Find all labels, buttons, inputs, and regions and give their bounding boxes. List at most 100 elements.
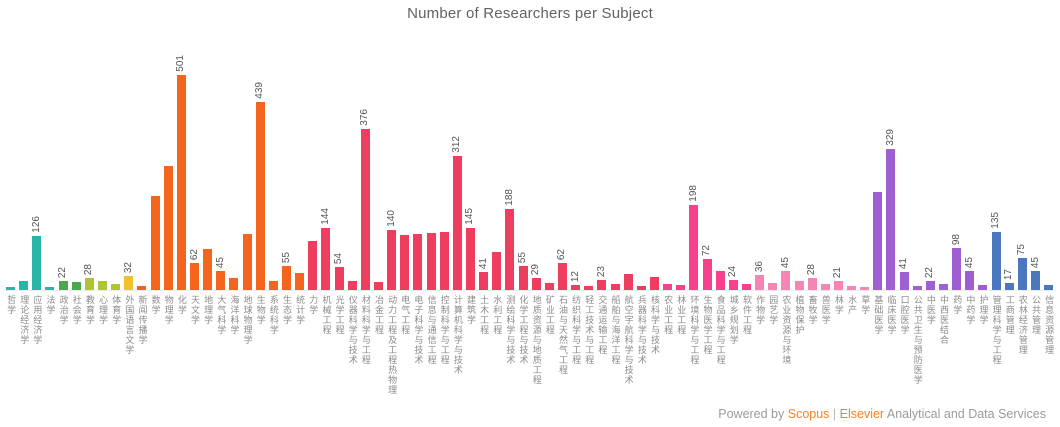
x-tick: 信息资源管理 <box>1042 291 1055 395</box>
bar[interactable] <box>216 271 226 290</box>
bar[interactable] <box>374 282 383 290</box>
bar[interactable] <box>649 277 659 290</box>
scopus-link[interactable]: Scopus <box>787 407 830 421</box>
bar[interactable] <box>387 230 397 290</box>
bar-column: 24 <box>727 32 740 290</box>
bar[interactable] <box>1031 271 1041 290</box>
bar[interactable] <box>282 266 292 290</box>
bar[interactable] <box>571 285 581 290</box>
bar[interactable] <box>295 273 305 290</box>
bar[interactable] <box>334 267 344 290</box>
bar[interactable] <box>71 282 81 290</box>
x-tick: 纺织科学与工程 <box>569 291 582 395</box>
bar[interactable] <box>439 232 449 290</box>
bar[interactable] <box>229 278 239 290</box>
bar[interactable] <box>702 259 712 290</box>
bar[interactable] <box>741 284 751 290</box>
bar[interactable] <box>518 266 528 290</box>
bar[interactable] <box>912 286 922 290</box>
bar[interactable] <box>531 278 541 290</box>
bar[interactable] <box>597 280 607 290</box>
bar[interactable] <box>715 271 725 290</box>
bar[interactable] <box>847 286 857 290</box>
bar[interactable] <box>544 283 554 290</box>
bar[interactable] <box>452 156 462 290</box>
bar[interactable] <box>45 287 55 290</box>
bar[interactable] <box>557 263 567 290</box>
bar[interactable] <box>939 284 949 290</box>
bar[interactable] <box>925 281 935 290</box>
bar[interactable] <box>479 272 489 290</box>
bar[interactable] <box>689 205 699 290</box>
bar-column: 439 <box>254 32 267 290</box>
bar[interactable] <box>6 287 16 290</box>
bar[interactable] <box>98 281 108 290</box>
bar[interactable] <box>978 285 988 290</box>
bar[interactable] <box>636 286 646 290</box>
bar[interactable] <box>610 284 620 290</box>
bar[interactable] <box>952 248 962 290</box>
x-tick-label: 动力工程及工程热物理 <box>387 295 398 395</box>
bar[interactable] <box>203 249 213 290</box>
x-tick: 化学工程与技术 <box>516 291 529 395</box>
bar[interactable] <box>860 287 870 290</box>
elsevier-link[interactable]: Elsevier <box>839 407 885 421</box>
bar[interactable] <box>347 281 357 290</box>
bar[interactable] <box>413 234 423 290</box>
bar[interactable] <box>873 192 883 290</box>
bar[interactable] <box>58 281 68 290</box>
bar-value-label: 501 <box>175 55 187 72</box>
bar[interactable] <box>886 149 896 290</box>
bar-column: 28 <box>806 32 819 290</box>
bar[interactable] <box>899 272 909 290</box>
bar[interactable] <box>242 234 252 290</box>
bar[interactable] <box>728 280 738 290</box>
bar[interactable] <box>360 129 370 290</box>
bar-column <box>766 32 779 290</box>
bar[interactable] <box>807 278 817 290</box>
x-tick: 生物医学工程 <box>700 291 713 395</box>
bar[interactable] <box>1004 283 1014 290</box>
x-tick-label: 体育学 <box>111 295 122 325</box>
bar[interactable] <box>781 271 791 290</box>
x-tick: 天文学 <box>188 291 201 395</box>
x-tick-label: 临床医学 <box>886 295 897 335</box>
bar[interactable] <box>505 209 515 290</box>
bar[interactable] <box>190 263 200 290</box>
bar[interactable] <box>400 235 410 290</box>
bar[interactable] <box>965 271 975 290</box>
bar-value-label: 55 <box>280 251 292 263</box>
bar[interactable] <box>794 281 804 290</box>
bar[interactable] <box>176 75 186 290</box>
bar[interactable] <box>676 285 686 290</box>
bar[interactable] <box>663 284 673 290</box>
bar[interactable] <box>150 196 160 290</box>
bar-value-label: 41 <box>898 257 910 269</box>
bar[interactable] <box>321 228 331 290</box>
bar[interactable] <box>1044 285 1054 290</box>
bar[interactable] <box>308 241 318 290</box>
bar[interactable] <box>755 275 765 290</box>
bar[interactable] <box>163 166 173 290</box>
bar[interactable] <box>124 276 134 290</box>
bar[interactable] <box>991 232 1001 290</box>
bar[interactable] <box>84 278 94 290</box>
x-tick-label: 系统科学 <box>268 295 279 335</box>
bar[interactable] <box>111 284 121 290</box>
bar[interactable] <box>833 281 843 290</box>
bar[interactable] <box>19 281 29 290</box>
bar[interactable] <box>268 281 278 290</box>
bar[interactable] <box>32 236 42 290</box>
bar[interactable] <box>426 233 436 290</box>
bar[interactable] <box>465 228 475 290</box>
bar[interactable] <box>623 274 633 290</box>
bar[interactable] <box>1017 258 1027 290</box>
bar[interactable] <box>492 252 502 290</box>
bar-column <box>17 32 30 290</box>
bar[interactable] <box>255 102 265 290</box>
bar[interactable] <box>584 286 594 290</box>
bar-column <box>306 32 319 290</box>
bar[interactable] <box>820 284 830 290</box>
bar[interactable] <box>768 283 778 290</box>
bar[interactable] <box>137 286 147 290</box>
